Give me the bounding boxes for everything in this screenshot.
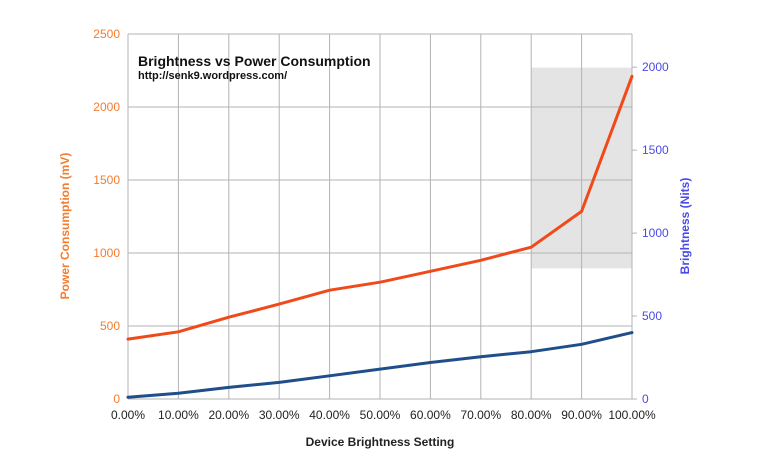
y-tick-label-left: 0 [113,392,120,406]
x-tick-label: 60.00% [410,408,451,422]
chart-title: Brightness vs Power Consumption [138,53,371,69]
x-tick-label: 10.00% [158,408,199,422]
x-tick-label: 40.00% [309,408,350,422]
x-tick-label: 30.00% [259,408,300,422]
x-tick-label: 90.00% [561,408,602,422]
y-tick-label-right: 0 [642,392,649,406]
y-tick-label-right: 1000 [642,226,669,240]
y-tick-label-right: 500 [642,309,662,323]
x-tick-label: 50.00% [360,408,401,422]
y-axis-label-left: Power Consumption (mV) [58,153,72,300]
series-line-power [126,74,634,341]
y-tick-label-left: 2000 [93,100,120,114]
y-tick-label-right: 2000 [642,60,669,74]
x-axis-label: Device Brightness Setting [306,435,455,449]
y-tick-label-right: 1500 [642,143,669,157]
x-tick-label: 70.00% [460,408,501,422]
x-tick-label: 20.00% [208,408,249,422]
y-tick-label-left: 1500 [93,173,120,187]
x-tick-label: 100.00% [608,408,656,422]
y-axis-label-right: Brightness (Nits) [678,178,692,275]
y-tick-label-left: 1000 [93,246,120,260]
series-line-brightness [126,331,634,399]
chart-subtitle: http://senk9.wordpress.com/ [138,70,287,82]
x-tick-label: 80.00% [511,408,552,422]
y-tick-label-left: 500 [100,319,120,333]
x-tick-label: 0.00% [111,408,145,422]
y-tick-label-left: 2500 [93,27,120,41]
